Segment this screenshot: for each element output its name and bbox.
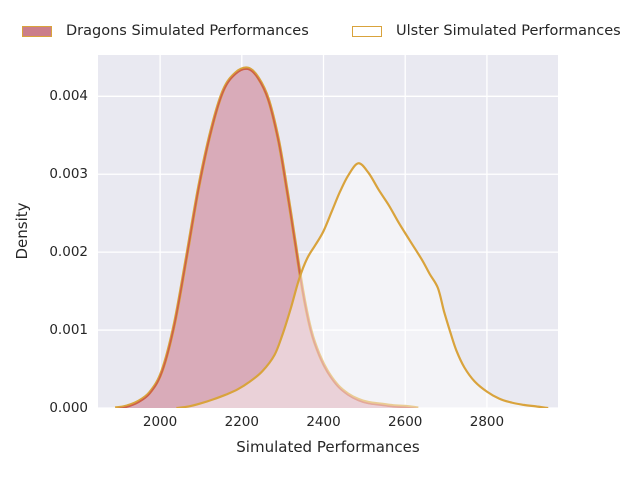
x-tick-label: 2400 [306, 414, 341, 430]
legend-swatch-ulster [352, 25, 382, 37]
x-tick-label: 2200 [224, 414, 259, 430]
legend-swatch-dragons [22, 25, 52, 37]
x-tick-label: 2800 [469, 414, 505, 430]
y-tick-label: 0.001 [49, 322, 88, 339]
kde-plot-svg [98, 55, 558, 408]
y-tick-label: 0.004 [49, 88, 88, 105]
plot-area [98, 55, 558, 408]
legend-label-ulster: Ulster Simulated Performances [396, 23, 621, 39]
y-tick-label: 0.003 [49, 166, 88, 183]
y-axis-label: Density [13, 202, 31, 260]
legend-label-dragons: Dragons Simulated Performances [66, 23, 309, 39]
legend-entry-dragons: Dragons Simulated Performances [22, 20, 309, 42]
y-tick-label: 0.000 [49, 400, 88, 416]
x-axis-label: Simulated Performances [236, 438, 420, 456]
x-tick-label: 2000 [142, 414, 178, 430]
y-tick-label: 0.002 [49, 244, 88, 261]
legend-entry-ulster: Ulster Simulated Performances [352, 20, 621, 42]
x-tick-label: 2600 [388, 414, 423, 430]
